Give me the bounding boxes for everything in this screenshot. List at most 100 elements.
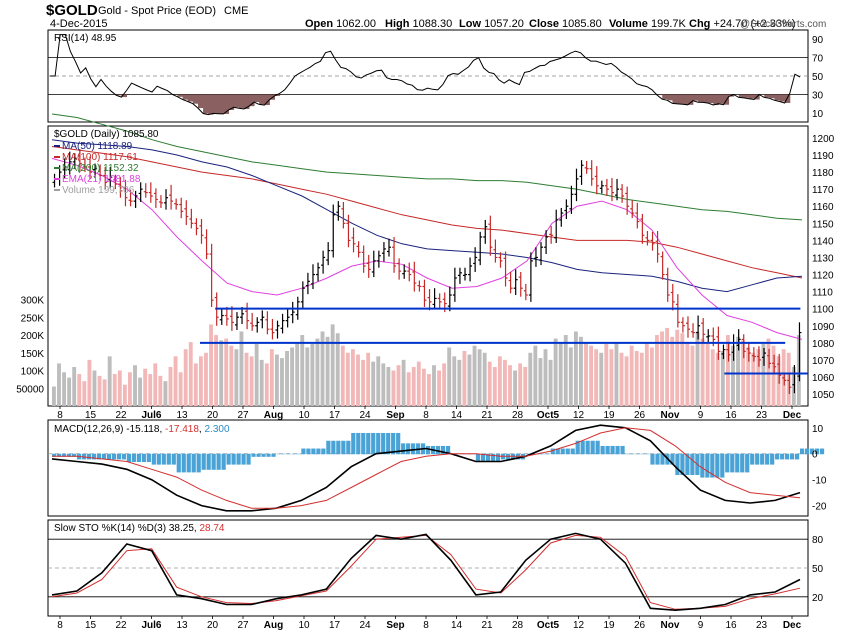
volume-bar [457,359,462,406]
ohlc-bar [219,308,224,325]
ohlc-bar [341,201,346,229]
volume-bar [259,359,264,406]
macd-hist-bar [795,453,800,460]
volume-bar [386,366,391,406]
volume-bar [391,370,396,406]
ohlc-bar [82,157,87,173]
ohlc-bar [93,163,98,179]
ohlc-bar [756,346,761,367]
date-tick-label: 28 [512,410,524,421]
macd-hist-bar [645,453,650,455]
exchange: CME [224,5,248,17]
price-tick-label: 1050 [812,390,835,401]
price-legend-item: MA(50) 1118.89 [62,141,133,152]
ohlc-bar [680,317,685,333]
rsi-tick-label: 30 [812,90,824,101]
rsi-fill-segment [672,94,679,104]
date-tick-label: 14 [451,410,463,421]
rsi-fill-segment [677,94,684,104]
ohlc-bar [255,317,260,333]
rsi-fill-segment [769,94,775,99]
ohlc-bar [194,218,199,236]
macd-hist-bar [620,445,625,455]
volume-bar [92,370,97,406]
ohlc-bar [184,200,189,226]
macd-hist-bar [725,453,730,473]
volume-bar [345,352,350,406]
ohlc-bar [528,252,533,302]
ohlc-bar [787,373,792,395]
volume-bar [573,331,578,406]
macd-hist-bar [146,453,151,463]
ohlc-bar [726,342,731,362]
macd-hist-bar [52,453,57,457]
ohlc-bar [204,229,209,260]
sto-grid [48,538,808,598]
volume-bar [234,349,239,406]
macd-hist-bar [610,445,615,455]
macd-hist-bar [281,453,286,455]
macd-hist-bar [790,453,795,460]
rsi-fill-segment [228,94,235,110]
symbol: $GOLD [46,2,98,19]
volume-bar [619,352,624,406]
volume-bar [568,347,573,406]
rsi-fill-segment [708,94,714,104]
rsi-fill-segment [213,94,219,114]
ohlc-bar [371,250,376,278]
price-legend-item: EMA(21) 1081.88 [62,174,141,185]
ohlc-bar [381,242,386,262]
volume-bar [563,335,568,406]
ohlc-bar [630,200,635,219]
date-tick-label: 28 [512,620,524,631]
ma100-line [51,146,803,279]
ohlc-bar [508,271,513,294]
volume-bar [634,351,639,406]
volume-bar [62,372,67,406]
ohlc-bar [245,302,250,330]
macd-hist-bar [321,448,326,455]
ohlc-bar [407,262,412,282]
date-tick-label: Dec [783,620,802,631]
macd-hist-bar [715,453,720,478]
macd-hist-bar [141,453,146,463]
ohlc-bar [427,289,432,311]
date-tick-label: 22 [115,410,127,421]
ohlc-bar [138,182,143,202]
volume-bar [173,356,178,406]
date-tick-label: 8 [423,620,429,631]
price-axis: 1200 1190 1180 1170 1160 1150 1140 1130 1120 1110… [812,134,835,401]
macd-hist-bar [251,453,256,457]
macd-hist-bar [336,440,341,455]
ohlc-bar [615,178,620,201]
ohlc-bar [133,190,138,208]
rsi-fill-segment [223,94,230,114]
ohlc-bar [483,219,488,244]
volume-bar [214,335,219,406]
moving-averages [51,113,803,340]
date-tick-label: 10 [298,620,310,631]
ma50-line [51,139,803,293]
volume-bar [508,365,512,406]
macd-hist-bar [296,453,301,455]
ohlc-bar [539,242,544,266]
volume-bar [188,342,193,406]
rsi-fill-segment [274,94,281,96]
ohlc-item-high: High 1088.30 [385,18,452,30]
ema21-line [51,157,803,340]
volume-bar [168,366,173,406]
ohlc-bar [665,267,670,302]
rsi-fill-segment [238,94,245,109]
date-tick-label: 23 [756,410,768,421]
volume-bar [300,335,305,406]
support-resistance-lines [200,307,808,375]
rsi-fill-segment [687,94,694,105]
rsi-oversold-fill [116,94,791,115]
rsi-fill-segment [264,94,270,106]
ohlc-bar [148,182,153,203]
rsi-tick-label: 90 [812,35,824,46]
volume-bar [594,349,599,406]
date-tick-label: 22 [115,620,127,631]
macd-hist-bar [640,453,645,455]
volume-bar [467,354,472,406]
